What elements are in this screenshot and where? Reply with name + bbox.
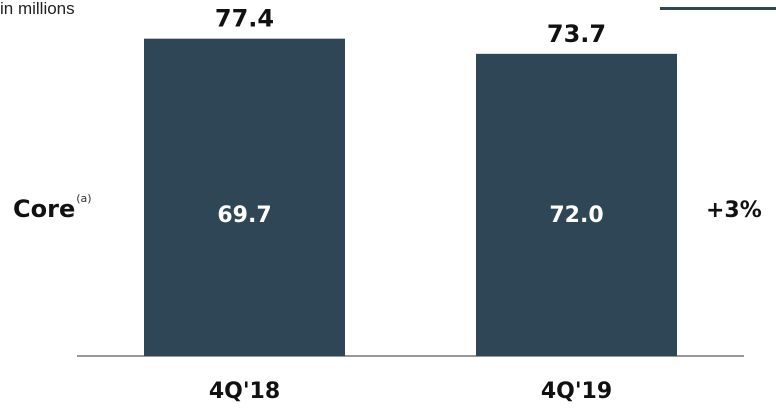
x-tick-label-2: 4Q'19 [541,379,612,404]
core-footnote-marker: (a) [76,192,92,205]
bar-1 [144,38,345,356]
core-label: Core(a) [13,192,92,223]
core-label-text: Core [13,195,76,223]
bar-core-label-1: 69.7 [217,203,271,228]
accent-line [660,7,776,10]
bar-2 [476,53,677,356]
change-label: +3% [706,198,762,223]
bar-total-label-1: 77.4 [215,5,274,33]
x-tick-label-1: 4Q'18 [209,379,280,404]
bar-total-label-2: 73.7 [547,20,606,48]
unit-label: in millions [0,0,75,18]
bar-core-label-2: 72.0 [549,203,603,228]
